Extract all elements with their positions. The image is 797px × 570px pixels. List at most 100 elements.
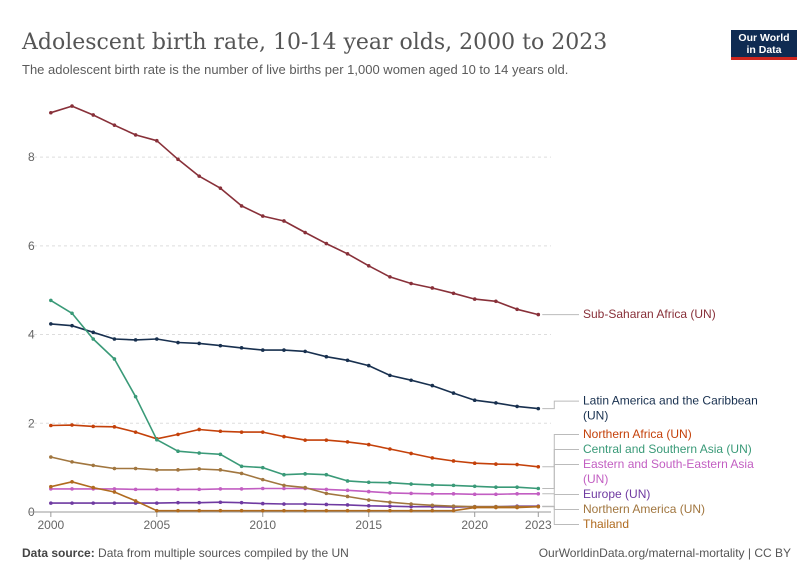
data-point <box>536 464 541 469</box>
data-point <box>366 508 371 513</box>
series-line <box>50 323 539 410</box>
data-point <box>197 508 201 513</box>
data-point <box>239 346 244 350</box>
data-point <box>430 492 435 496</box>
data-point <box>112 501 117 505</box>
data-point <box>70 311 74 316</box>
label-connector <box>542 449 579 489</box>
data-point <box>70 104 74 108</box>
data-point <box>324 438 329 442</box>
label-connector <box>542 464 579 495</box>
data-point <box>155 508 159 513</box>
data-point <box>409 281 413 286</box>
data-point <box>451 508 456 513</box>
data-point <box>515 505 519 510</box>
data-point <box>366 503 371 508</box>
data-source: Data source: Data from multiple sources … <box>22 546 349 560</box>
data-point <box>303 349 307 354</box>
data-point <box>155 437 159 442</box>
x-tick-label: 2005 <box>143 518 170 532</box>
data-point <box>324 241 329 246</box>
series-label: Sub-Saharan Africa (UN) <box>583 307 716 321</box>
x-tick-label: 2020 <box>461 518 488 532</box>
data-point <box>472 492 477 497</box>
data-point <box>345 358 350 363</box>
data-point <box>324 508 329 513</box>
data-point <box>451 291 456 296</box>
data-point <box>451 483 456 488</box>
data-point <box>70 323 74 328</box>
data-point <box>345 479 350 483</box>
data-point <box>239 204 244 208</box>
data-point <box>515 307 519 312</box>
series-label: Central and Southern Asia (UN) <box>583 442 752 456</box>
data-point <box>197 487 201 492</box>
data-point <box>388 480 392 485</box>
data-point <box>49 423 53 428</box>
series-label: Northern America (UN) <box>583 502 705 516</box>
data-point <box>388 504 392 509</box>
data-point <box>112 337 117 341</box>
data-point <box>472 505 477 510</box>
data-point <box>282 502 286 506</box>
data-point <box>345 494 350 499</box>
y-tick-label: 2 <box>28 416 35 430</box>
data-point <box>197 467 201 471</box>
data-point <box>260 348 265 352</box>
data-point <box>366 480 371 485</box>
data-point <box>472 484 477 489</box>
label-connector <box>542 400 579 410</box>
data-point <box>303 472 307 476</box>
data-point <box>303 485 307 490</box>
data-point <box>494 485 498 489</box>
data-point <box>70 460 74 464</box>
y-tick-label: 6 <box>28 239 35 253</box>
owid-logo[interactable]: Our World in Data <box>731 30 797 60</box>
data-point <box>218 452 223 457</box>
series-label: Northern Africa (UN) <box>583 427 692 441</box>
data-point <box>494 299 498 304</box>
data-point <box>133 487 138 492</box>
x-tick-label: 2015 <box>355 518 382 532</box>
data-point <box>345 252 350 256</box>
data-point <box>70 423 74 427</box>
data-point <box>536 406 541 411</box>
data-point <box>239 471 244 476</box>
data-point <box>218 429 223 434</box>
data-point <box>112 490 117 494</box>
data-point <box>197 341 201 346</box>
data-point <box>155 337 159 341</box>
data-point <box>303 502 307 506</box>
data-point <box>91 501 96 505</box>
data-point <box>366 498 371 502</box>
data-point <box>409 378 413 383</box>
data-point <box>197 427 201 432</box>
data-point <box>345 440 350 444</box>
data-point <box>409 502 413 506</box>
data-point <box>239 500 244 505</box>
data-point <box>324 472 329 477</box>
data-point <box>324 354 329 359</box>
series-line <box>50 424 539 468</box>
data-point <box>282 219 286 223</box>
data-point <box>430 508 435 513</box>
series-line <box>50 456 539 508</box>
data-point <box>536 312 541 317</box>
credit-link[interactable]: OurWorldinData.org/maternal-mortality | … <box>538 546 791 560</box>
data-source-text: Data from multiple sources compiled by t… <box>98 546 349 560</box>
data-point <box>282 486 286 491</box>
data-point <box>91 485 96 490</box>
series-line <box>50 299 539 490</box>
data-point <box>176 449 180 454</box>
data-point <box>49 455 53 459</box>
data-point <box>260 465 265 470</box>
data-point <box>176 157 180 162</box>
data-point <box>239 430 244 434</box>
data-point <box>388 500 392 505</box>
y-tick-label: 4 <box>28 328 35 342</box>
logo-line-1: Our World <box>738 32 790 44</box>
data-point <box>515 492 519 496</box>
data-point <box>91 424 96 429</box>
data-point <box>260 477 265 482</box>
data-source-label: Data source: <box>22 546 95 560</box>
